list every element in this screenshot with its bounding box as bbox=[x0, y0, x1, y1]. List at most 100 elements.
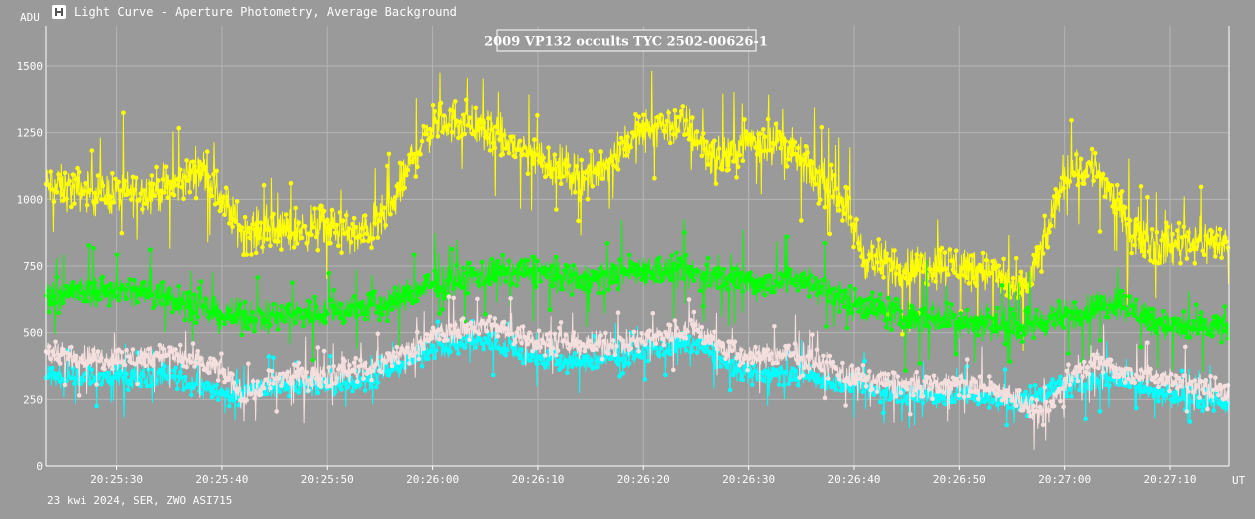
data-point bbox=[1004, 293, 1009, 298]
data-point bbox=[462, 345, 468, 351]
data-point bbox=[778, 271, 784, 277]
data-point bbox=[631, 133, 637, 139]
data-point bbox=[1203, 377, 1209, 383]
chart-icon[interactable] bbox=[52, 5, 66, 19]
data-point bbox=[424, 331, 430, 337]
data-point bbox=[1165, 375, 1171, 380]
data-point bbox=[1042, 213, 1047, 219]
data-point bbox=[870, 386, 875, 392]
x-tick-label: 20:26:30 bbox=[722, 473, 775, 486]
data-point bbox=[536, 267, 542, 273]
data-point bbox=[328, 240, 333, 246]
data-point bbox=[557, 325, 562, 331]
data-point bbox=[822, 240, 828, 246]
data-point bbox=[1197, 404, 1202, 410]
data-point bbox=[454, 346, 460, 352]
data-point bbox=[89, 148, 95, 153]
data-point bbox=[396, 366, 401, 372]
data-point bbox=[874, 307, 880, 312]
plot-title-frame bbox=[496, 29, 757, 52]
data-point bbox=[59, 293, 65, 298]
data-point bbox=[223, 185, 229, 190]
data-point bbox=[467, 260, 472, 266]
data-point bbox=[171, 192, 177, 198]
data-point bbox=[1081, 359, 1087, 365]
data-point bbox=[641, 274, 646, 280]
data-point bbox=[587, 281, 592, 287]
data-point bbox=[413, 174, 419, 179]
data-point bbox=[157, 197, 163, 202]
data-point bbox=[863, 383, 869, 389]
data-point bbox=[1124, 307, 1130, 312]
data-point bbox=[955, 380, 960, 386]
data-point bbox=[304, 370, 310, 375]
data-point bbox=[595, 275, 600, 280]
data-point bbox=[805, 276, 810, 281]
data-point bbox=[100, 183, 106, 189]
data-point bbox=[299, 315, 305, 321]
data-point bbox=[397, 351, 403, 356]
data-point bbox=[822, 395, 828, 401]
data-point bbox=[663, 129, 668, 134]
data-point bbox=[1201, 318, 1207, 323]
data-point bbox=[1099, 294, 1104, 300]
data-point bbox=[963, 379, 968, 385]
data-point bbox=[580, 342, 586, 347]
data-point bbox=[481, 281, 487, 287]
data-point bbox=[580, 286, 586, 292]
data-point bbox=[306, 388, 311, 393]
data-point bbox=[1056, 193, 1062, 199]
data-point bbox=[119, 349, 125, 355]
data-point bbox=[293, 387, 299, 393]
data-point bbox=[313, 304, 319, 310]
data-point bbox=[516, 326, 521, 331]
data-point bbox=[739, 347, 744, 353]
data-point bbox=[814, 347, 820, 353]
data-point bbox=[558, 181, 564, 186]
data-point bbox=[697, 334, 703, 340]
data-point bbox=[70, 358, 76, 364]
data-point bbox=[182, 374, 188, 380]
data-point bbox=[1050, 377, 1055, 382]
data-point bbox=[767, 273, 772, 279]
data-point bbox=[1012, 312, 1017, 317]
data-point bbox=[571, 359, 577, 364]
data-point bbox=[724, 364, 730, 370]
data-point bbox=[878, 292, 883, 297]
data-point bbox=[611, 338, 616, 343]
data-point bbox=[383, 223, 389, 228]
data-point bbox=[78, 356, 84, 361]
data-point bbox=[1137, 236, 1142, 242]
data-point bbox=[588, 148, 594, 154]
data-point bbox=[209, 363, 215, 368]
data-point bbox=[282, 319, 287, 324]
data-point bbox=[337, 382, 343, 388]
data-point bbox=[212, 312, 218, 318]
data-point bbox=[634, 343, 640, 348]
data-point bbox=[46, 182, 52, 188]
data-point bbox=[386, 151, 392, 157]
data-point bbox=[653, 341, 659, 347]
data-point bbox=[637, 337, 643, 342]
data-point bbox=[249, 316, 254, 322]
data-point bbox=[1001, 396, 1006, 402]
data-point bbox=[266, 227, 272, 232]
data-point bbox=[236, 402, 242, 408]
data-point bbox=[726, 167, 731, 172]
data-point bbox=[1178, 383, 1183, 389]
data-point bbox=[1224, 394, 1229, 400]
data-point bbox=[1225, 336, 1231, 341]
data-point bbox=[660, 336, 665, 342]
data-point bbox=[434, 119, 439, 125]
data-point bbox=[441, 113, 447, 118]
data-point bbox=[653, 278, 659, 283]
data-point bbox=[1183, 344, 1188, 350]
data-point bbox=[584, 170, 589, 175]
data-point bbox=[983, 257, 989, 263]
data-point bbox=[154, 378, 159, 383]
data-point bbox=[280, 315, 286, 320]
data-point bbox=[914, 369, 919, 375]
data-point bbox=[927, 324, 932, 330]
data-point bbox=[1025, 289, 1030, 294]
data-point bbox=[968, 263, 973, 268]
